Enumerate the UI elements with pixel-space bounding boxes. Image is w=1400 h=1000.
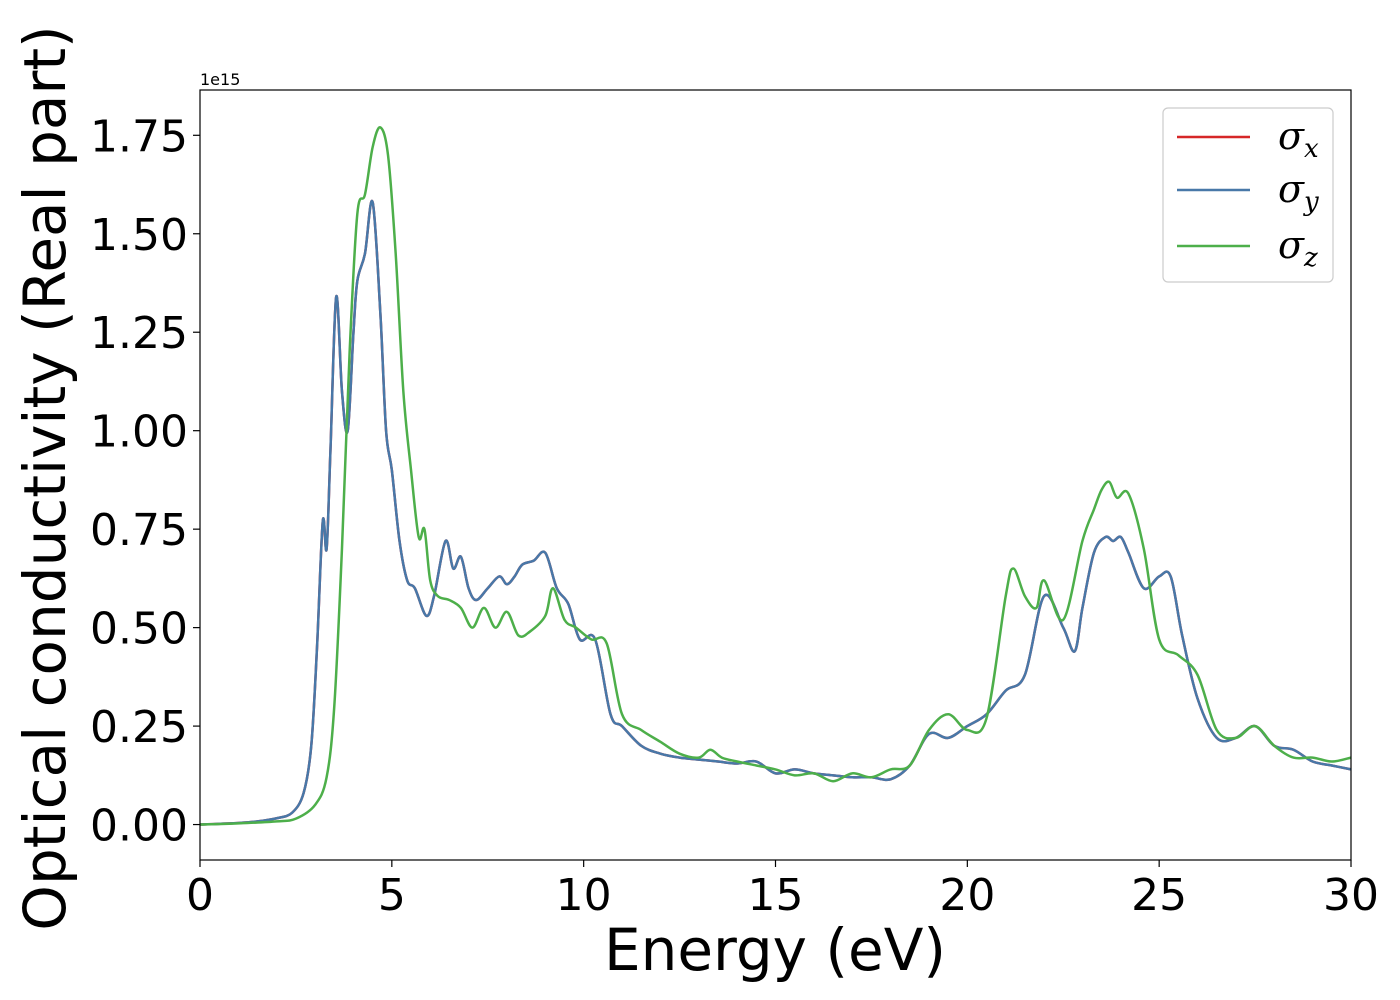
- y-tick-label: 0.50: [90, 604, 188, 655]
- y-axis-ticks: 0.00 0.25 0.50 0.75 1.00 1.25 1.50 1.75: [90, 111, 200, 852]
- y-axis-title: Optical conductivity (Real part): [11, 25, 79, 930]
- legend-label-sigma-y: σy: [1278, 167, 1319, 217]
- y-tick-label: 0.25: [90, 702, 188, 753]
- x-tick-label: 0: [186, 870, 214, 921]
- x-axis-title: Energy (eV): [604, 916, 946, 984]
- x-tick-label: 10: [556, 870, 612, 921]
- y-tick-label: 1.25: [90, 308, 188, 359]
- y-tick-label: 1.75: [90, 111, 188, 162]
- x-tick-label: 15: [748, 870, 804, 921]
- y-tick-label: 0.00: [90, 801, 188, 852]
- y-tick-label: 1.50: [90, 210, 188, 261]
- series-line-sigma-z: [199, 126, 1352, 826]
- x-tick-label: 25: [1131, 870, 1187, 921]
- x-tick-label: 5: [378, 870, 406, 921]
- y-tick-label: 1.00: [90, 407, 188, 458]
- y-offset-label: 1e15: [200, 70, 240, 89]
- legend: σx σy σz: [1162, 107, 1334, 283]
- series-layer: [199, 126, 1352, 826]
- legend-label-sigma-z: σz: [1278, 223, 1318, 273]
- x-tick-label: 30: [1323, 870, 1379, 921]
- legend-label-sigma-x: σx: [1278, 114, 1319, 164]
- y-tick-label: 0.75: [90, 505, 188, 556]
- legend-box: [1162, 107, 1334, 283]
- x-axis-ticks: 0 5 10 15 20 25 30: [186, 860, 1379, 921]
- x-tick-label: 20: [939, 870, 995, 921]
